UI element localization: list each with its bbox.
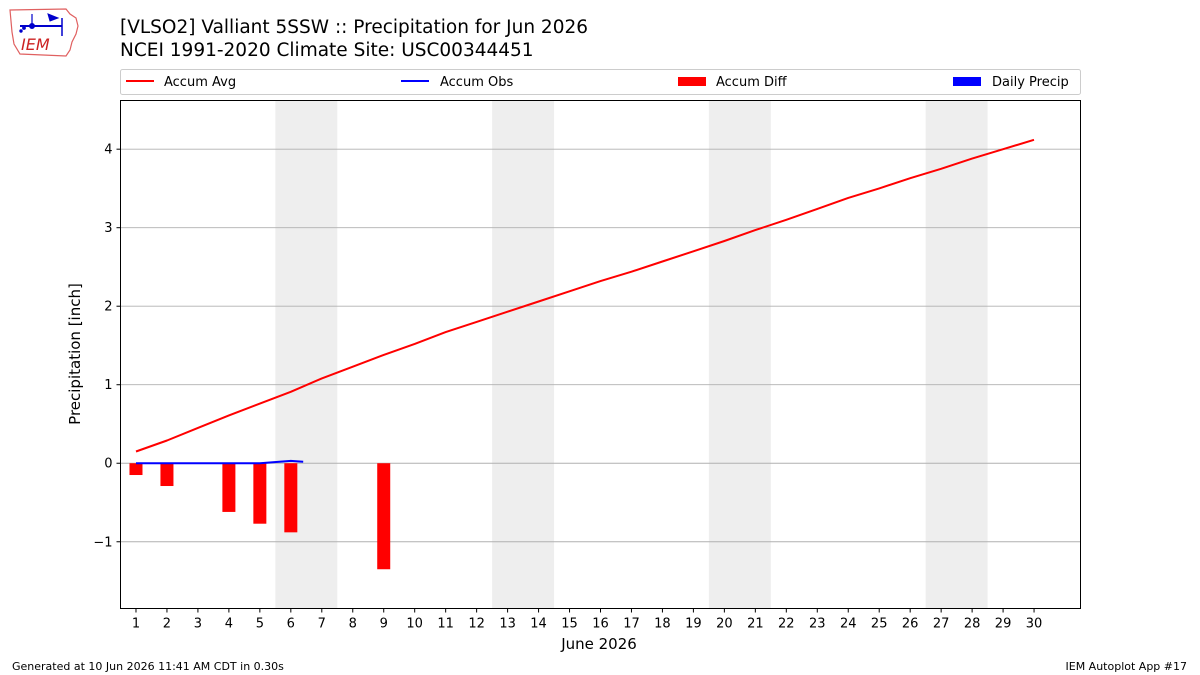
footer-generated: Generated at 10 Jun 2026 11:41 AM CDT in… [12, 660, 284, 673]
x-tick-label: 5 [256, 617, 264, 632]
x-tick-label: 13 [499, 617, 516, 632]
y-tick-label: 4 [104, 143, 112, 158]
x-tick-label: 25 [871, 617, 888, 632]
iem-logo: IEM [9, 8, 79, 57]
legend-entry-accum-diff: Accum Diff [678, 75, 788, 90]
y-tick-label: 2 [104, 300, 112, 315]
gridlines [120, 148, 1081, 543]
x-tick-label: 29 [995, 617, 1012, 632]
legend-label-accum-obs: Accum Obs [440, 75, 513, 90]
x-tick-label: 14 [530, 617, 547, 632]
y-tick-label: −1 [93, 535, 112, 550]
weekend-band [492, 100, 555, 609]
legend-label-daily-precip: Daily Precip [992, 75, 1069, 90]
iowa-state-outline [9, 8, 79, 57]
legend-frame [120, 69, 1081, 95]
x-tick-label: 2 [163, 617, 171, 632]
x-tick-label: 15 [561, 617, 578, 632]
legend-entry-daily-precip: Daily Precip [953, 75, 1069, 90]
y-ticks: −1 0 1 2 3 4 [93, 143, 121, 550]
x-tick-label: 16 [592, 617, 609, 632]
accum-avg-line [135, 138, 1035, 453]
x-tick-label: 8 [349, 617, 357, 632]
x-tick-label: 28 [964, 617, 981, 632]
x-tick-label: 26 [902, 617, 919, 632]
x-tick-label: 17 [623, 617, 640, 632]
x-tick-label: 18 [654, 617, 671, 632]
weekend-shading [275, 100, 988, 609]
series-lines [135, 138, 1035, 465]
x-tick-label: 19 [685, 617, 702, 632]
x-tick-label: 11 [437, 617, 454, 632]
x-tick-label: 12 [468, 617, 485, 632]
legend-entry-accum-obs: Accum Obs [401, 75, 513, 90]
x-axis-label: June 2026 [560, 635, 637, 653]
x-tick-label: 21 [747, 617, 764, 632]
y-axis-label: Precipitation [inch] [66, 283, 84, 425]
accum-diff-bar [284, 463, 298, 533]
x-tick-label: 24 [840, 617, 857, 632]
y-tick-label: 1 [104, 378, 112, 393]
x-tick-label: 22 [778, 617, 795, 632]
x-tick-label: 10 [406, 617, 423, 632]
accum-diff-bar [222, 463, 236, 512]
x-ticks: 1 2 3 4 5 6 7 8 9 10 11 12 13 14 15 16 17 18 19 20 21 22 23 24 2… [132, 608, 1043, 632]
logo-text: IEM [21, 35, 50, 54]
x-tick-label: 7 [318, 617, 326, 632]
weekend-band [708, 100, 771, 609]
x-tick-label: 9 [380, 617, 388, 632]
weekend-band [925, 100, 988, 609]
accum-diff-bar [377, 463, 391, 570]
chart-title: [VLSO2] Valliant 5SSW :: Precipitation f… [120, 17, 589, 38]
accum-obs-line [136, 459, 304, 465]
x-tick-label: 23 [809, 617, 826, 632]
x-tick-label: 1 [132, 617, 140, 632]
x-tick-label: 20 [716, 617, 733, 632]
y-tick-label: 3 [104, 221, 112, 236]
legend-label-accum-avg: Accum Avg [164, 75, 236, 90]
x-tick-label: 4 [225, 617, 233, 632]
accum-diff-bars [129, 463, 391, 570]
x-tick-label: 3 [194, 617, 202, 632]
y-tick-label: 0 [104, 457, 112, 472]
legend-entry-accum-avg: Accum Avg [126, 75, 236, 90]
x-tick-label: 27 [933, 617, 950, 632]
accum-diff-bar [129, 463, 143, 476]
weather-station-icon [19, 13, 63, 36]
x-tick-label: 6 [287, 617, 295, 632]
x-tick-label: 30 [1026, 617, 1043, 632]
legend-label-accum-diff: Accum Diff [716, 75, 788, 90]
footer-app: IEM Autoplot App #17 [1065, 660, 1188, 673]
chart-subtitle: NCEI 1991-2020 Climate Site: USC00344451 [120, 40, 534, 61]
accum-diff-bar [160, 463, 174, 487]
legend: Accum Avg Accum Obs Accum Diff Daily Pre… [120, 69, 1081, 95]
accum-diff-bar [253, 463, 267, 524]
